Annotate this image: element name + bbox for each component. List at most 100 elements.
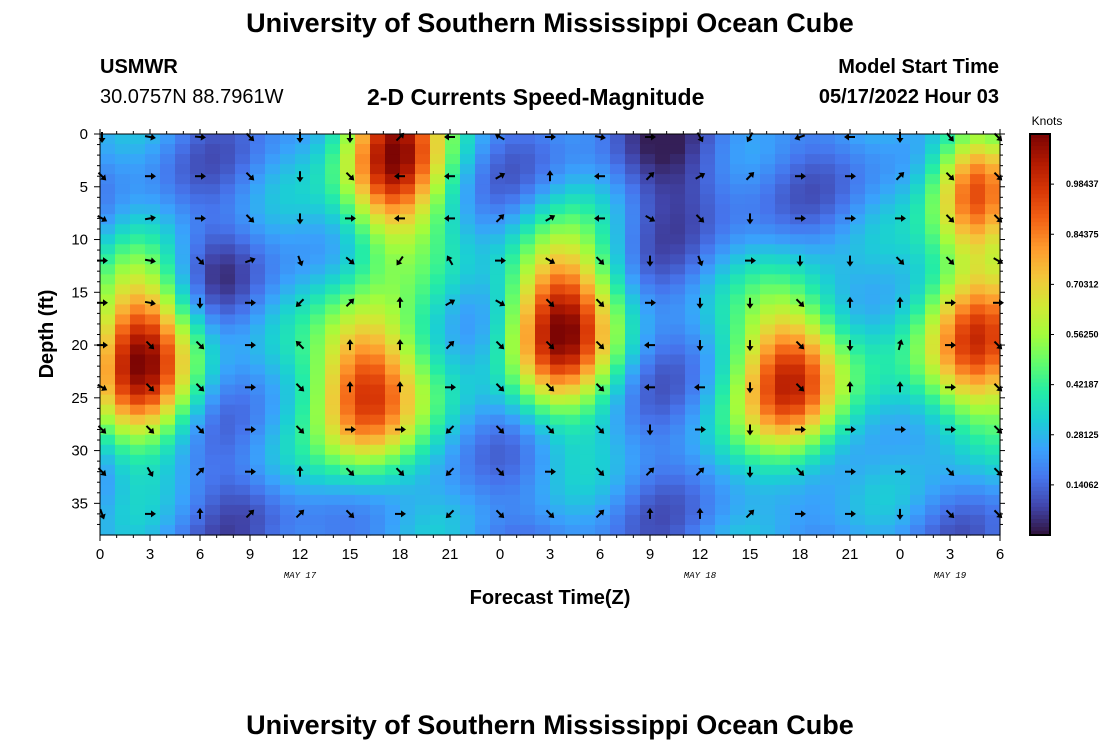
- heatmap-cell: [985, 514, 1001, 526]
- heatmap-cell: [145, 454, 161, 466]
- heatmap-cell: [265, 334, 281, 346]
- heatmap-cell: [820, 274, 836, 285]
- heatmap-cell: [640, 144, 656, 155]
- heatmap-cell: [430, 314, 446, 326]
- current-arrow: [396, 339, 404, 351]
- heatmap-cell: [655, 504, 671, 516]
- heatmap-cell: [400, 334, 416, 346]
- current-arrow: [495, 467, 505, 476]
- heatmap-cell: [250, 154, 266, 165]
- heatmap-cell: [700, 364, 716, 376]
- heatmap-cell: [370, 324, 386, 336]
- heatmap-cell: [940, 304, 956, 316]
- heatmap-cell: [460, 194, 476, 205]
- heatmap-cell: [730, 184, 746, 195]
- heatmap-cell: [985, 294, 1001, 306]
- heatmap-cell: [490, 154, 506, 165]
- colorbar-segment: [1030, 190, 1050, 195]
- colorbar-segment: [1030, 162, 1050, 167]
- heatmap-cell: [280, 214, 296, 225]
- heatmap-cell: [880, 174, 896, 185]
- heatmap-cell: [595, 394, 611, 406]
- heatmap-cell: [310, 514, 326, 526]
- heatmap-cell: [265, 464, 281, 476]
- heatmap-cell: [925, 484, 941, 496]
- heatmap-cell: [985, 174, 1001, 185]
- heatmap-cell: [730, 524, 746, 536]
- heatmap-cell: [445, 364, 461, 376]
- heatmap-cell: [325, 504, 341, 516]
- current-arrow: [844, 133, 855, 141]
- heatmap-cell: [145, 494, 161, 506]
- heatmap-cell: [220, 484, 236, 496]
- heatmap-cell: [880, 184, 896, 195]
- heatmap-cell: [115, 424, 131, 436]
- heatmap-cell: [835, 314, 851, 326]
- heatmap-cell: [730, 434, 746, 446]
- heatmap-cell: [910, 404, 926, 416]
- heatmap-cell: [565, 154, 581, 165]
- heatmap-cell: [265, 504, 281, 516]
- heatmap-cell: [820, 204, 836, 215]
- heatmap-cell: [130, 344, 146, 356]
- heatmap-cell: [775, 404, 791, 416]
- heatmap-cell: [475, 254, 491, 265]
- heatmap-cell: [490, 204, 506, 215]
- heatmap-cell: [865, 364, 881, 376]
- heatmap-cell: [925, 414, 941, 426]
- heatmap-cell: [235, 434, 251, 446]
- heatmap-cell: [250, 194, 266, 205]
- heatmap-cell: [745, 384, 761, 396]
- heatmap-cell: [445, 414, 461, 426]
- heatmap-cell: [415, 304, 431, 316]
- heatmap-cell: [535, 414, 551, 426]
- heatmap-cell: [100, 494, 116, 506]
- heatmap-cell: [745, 134, 761, 145]
- heatmap-cell: [805, 244, 821, 255]
- heatmap-cell: [280, 204, 296, 215]
- heatmap-cell: [250, 374, 266, 386]
- heatmap-cell: [130, 524, 146, 536]
- heatmap-cell: [865, 144, 881, 155]
- heatmap-cell: [220, 344, 236, 356]
- heatmap-cell: [250, 444, 266, 456]
- heatmap-cell: [385, 444, 401, 456]
- heatmap-cell: [325, 184, 341, 195]
- current-arrow: [945, 341, 956, 349]
- colorbar-segment: [1030, 218, 1050, 223]
- heatmap-cell: [535, 274, 551, 285]
- heatmap-cell: [250, 414, 266, 426]
- heatmap-cell: [175, 524, 191, 536]
- heatmap-cell: [400, 484, 416, 496]
- current-arrow: [195, 467, 205, 476]
- current-arrow: [696, 297, 704, 309]
- heatmap-cell: [715, 134, 731, 145]
- heatmap-cell: [925, 454, 941, 466]
- heatmap-cell: [460, 314, 476, 326]
- heatmap-cell: [670, 214, 686, 225]
- heatmap-cell: [775, 374, 791, 386]
- heatmap-cell: [490, 354, 506, 366]
- heatmap-cell: [310, 284, 326, 296]
- heatmap-cell: [805, 214, 821, 225]
- heatmap-cell: [985, 154, 1001, 165]
- heatmap-cell: [865, 154, 881, 165]
- heatmap-cell: [865, 254, 881, 265]
- current-arrow: [97, 215, 108, 222]
- heatmap-cell: [490, 174, 506, 185]
- heatmap-cell: [970, 484, 986, 496]
- heatmap-cell: [550, 214, 566, 225]
- heatmap-cell: [670, 454, 686, 466]
- heatmap-cell: [535, 434, 551, 446]
- heatmap-cell: [760, 464, 776, 476]
- heatmap-cell: [820, 314, 836, 326]
- heatmap-cell: [850, 304, 866, 316]
- heatmap-cell: [235, 454, 251, 466]
- heatmap-cell: [955, 324, 971, 336]
- heatmap-cell: [715, 394, 731, 406]
- heatmap-cell: [475, 194, 491, 205]
- heatmap-cell: [385, 334, 401, 346]
- heatmap-cell: [475, 334, 491, 346]
- heatmap-cell: [925, 294, 941, 306]
- heatmap-cell: [850, 244, 866, 255]
